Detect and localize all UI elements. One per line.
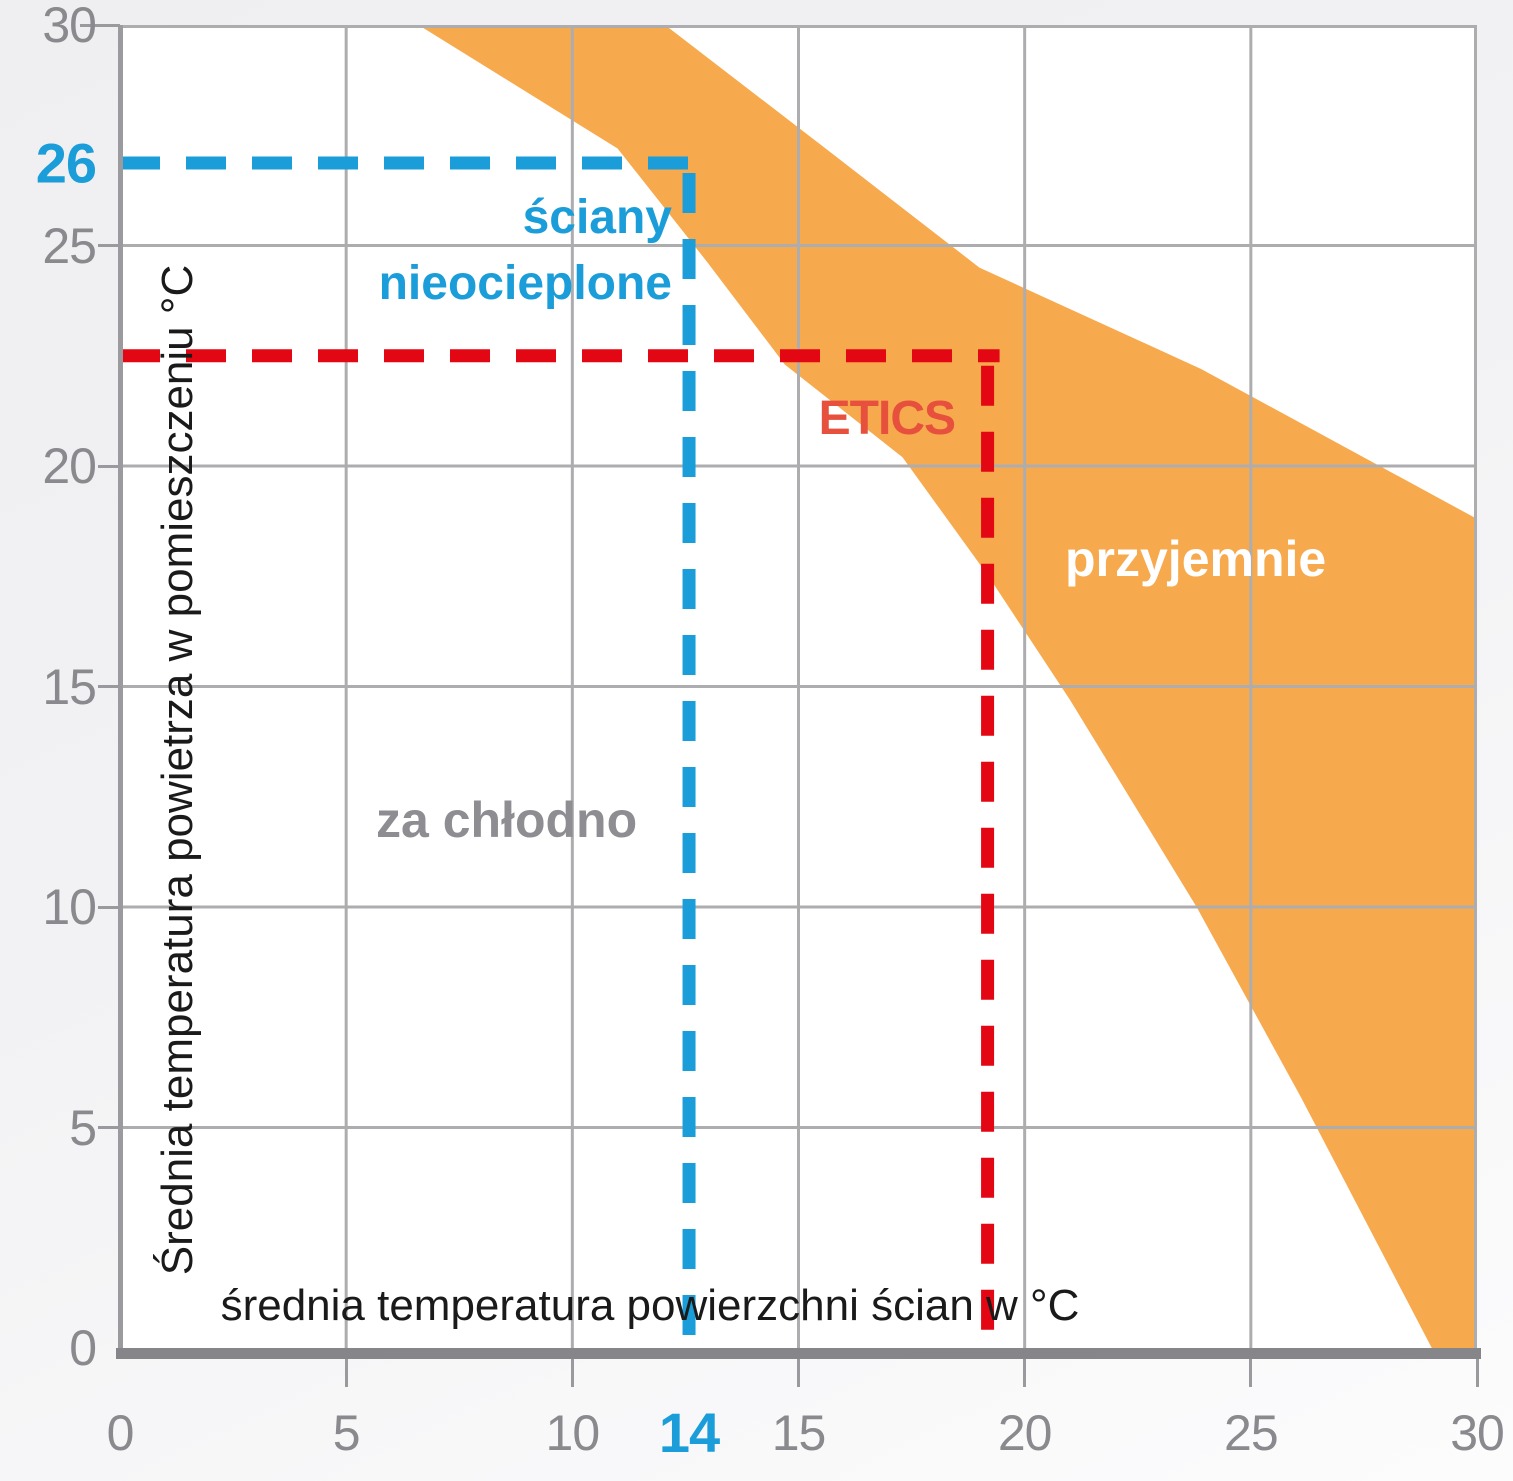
y-tick-label-26: 26 — [35, 131, 97, 195]
y-tick-mark — [80, 23, 120, 27]
y-axis-title-text: Średnia temperatura powietrza w pomieszc… — [153, 264, 202, 1276]
chart-canvas — [120, 25, 1477, 1348]
label-za-chlodno: za chłodno — [376, 792, 638, 848]
x-tick-mark — [570, 1359, 574, 1387]
x-tick-label-14: 14 — [658, 1401, 720, 1464]
y-tick-label: 30 — [42, 0, 97, 53]
y-tick-label: 25 — [42, 217, 97, 274]
x-tick-mark — [344, 1359, 348, 1387]
x-tick-label: 15 — [771, 1405, 827, 1461]
y-tick-label: 20 — [42, 438, 97, 494]
label-sciany-nieocieplone: ściany nieocieplone — [379, 185, 672, 317]
x-tick-mark — [1475, 1359, 1479, 1387]
y-tick-label: 5 — [69, 1099, 97, 1156]
y-tick-label: 15 — [42, 658, 97, 715]
y-tick-mark — [98, 685, 120, 688]
label-etics: ETICS — [818, 392, 956, 445]
x-tick-mark — [1023, 1359, 1027, 1387]
label-przyjemnie: przyjemnie — [1065, 531, 1327, 587]
y-tick-label: 10 — [42, 879, 97, 935]
label-nieocieplone: nieocieplone — [378, 257, 672, 311]
y-axis-line — [118, 25, 123, 1348]
y-tick-label: 0 — [69, 1320, 97, 1376]
y-tick-mark — [98, 244, 120, 247]
y-tick-mark — [98, 1126, 120, 1129]
x-tick-label: 20 — [997, 1405, 1053, 1461]
x-tick-label: 30 — [1450, 1405, 1505, 1461]
label-sciany: ściany — [522, 191, 672, 244]
x-tick-label: 25 — [1224, 1405, 1279, 1461]
x-tick-mark — [797, 1359, 800, 1387]
x-tick-label: 5 — [332, 1405, 361, 1461]
plot-area: Średnia temperatura powietrza w pomieszc… — [120, 25, 1477, 1348]
x-axis-title: średnia temperatura powierzchni ścian w … — [220, 1281, 1080, 1330]
x-axis-line — [116, 1348, 1481, 1359]
x-tick-mark — [1249, 1359, 1253, 1387]
y-tick-mark — [98, 464, 120, 468]
x-tick-label: 10 — [545, 1405, 601, 1461]
x-tick-label: 0 — [106, 1405, 135, 1461]
y-tick-mark — [98, 905, 120, 909]
